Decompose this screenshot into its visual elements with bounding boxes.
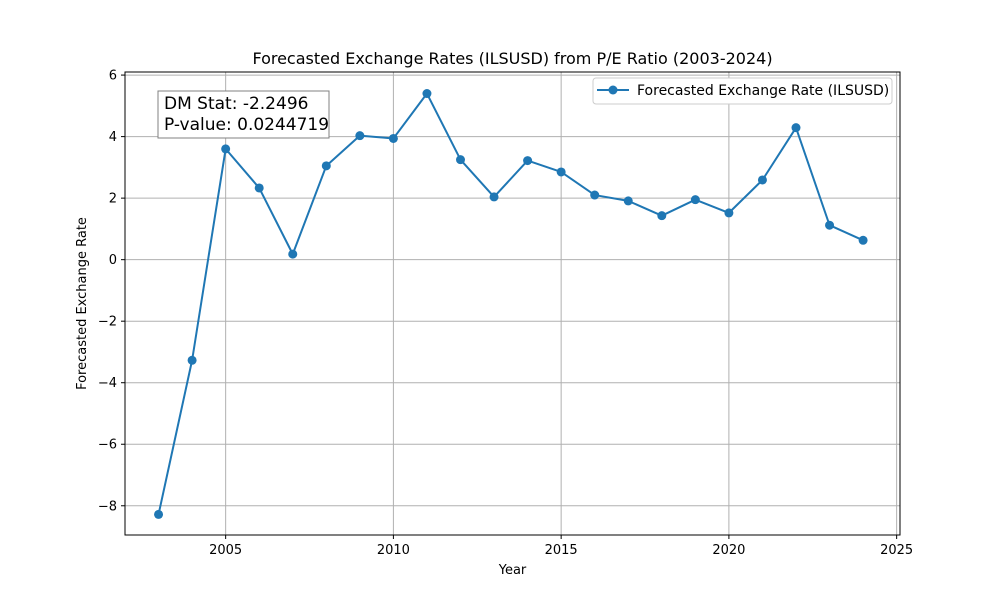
dm-stat-text: DM Stat: -2.2496 <box>164 94 308 114</box>
y-axis: −8 −6 −4 −2 0 2 4 6 <box>98 69 125 514</box>
y-tick-label: −4 <box>98 376 117 391</box>
annotation-box <box>157 90 330 139</box>
data-point <box>523 156 533 166</box>
data-point <box>724 208 734 218</box>
data-point <box>187 355 197 365</box>
series-line <box>157 92 864 515</box>
data-point <box>456 155 465 165</box>
data-point <box>422 89 432 99</box>
data-point <box>489 192 499 202</box>
x-tick-label: 2020 <box>712 543 745 558</box>
data-point <box>288 249 298 259</box>
x-axis: 2005 2010 2015 2020 2025 <box>209 535 913 558</box>
data-point <box>657 211 667 221</box>
chart-title: Forecasted Exchange Rates (ILSUSD) from … <box>252 49 772 68</box>
y-tick-label: 0 <box>109 253 117 268</box>
plot-area <box>124 71 901 536</box>
series-group <box>154 89 868 519</box>
data-point <box>388 133 398 143</box>
y-tick-label: −2 <box>98 315 117 330</box>
data-point <box>355 131 365 141</box>
x-tick-label: 2025 <box>880 543 913 558</box>
x-axis-label: Year <box>498 563 527 578</box>
stats-annotation: DM Stat: -2.2496 P-value: 0.0244719 <box>157 90 330 139</box>
y-tick-label: 4 <box>109 130 117 145</box>
p-value-text: P-value: 0.0244719 <box>164 115 329 135</box>
data-point <box>623 196 633 206</box>
data-point <box>690 195 700 205</box>
data-point <box>221 144 231 154</box>
legend-label: Forecasted Exchange Rate (ILSUSD) <box>637 83 889 99</box>
x-tick-label: 2005 <box>209 543 242 558</box>
data-point <box>321 161 331 171</box>
legend: Forecasted Exchange Rate (ILSUSD) <box>592 77 893 105</box>
data-point <box>791 123 801 133</box>
legend-box <box>592 77 893 105</box>
data-point <box>154 509 164 519</box>
y-tick-label: 2 <box>109 192 117 207</box>
y-tick-label: −6 <box>98 438 117 453</box>
x-tick-label: 2010 <box>377 543 410 558</box>
data-point <box>590 190 600 200</box>
y-axis-label: Forecasted Exchange Rate <box>75 217 90 390</box>
legend-marker-swatch <box>608 85 618 95</box>
data-point <box>254 183 264 193</box>
grid <box>125 72 900 535</box>
x-tick-label: 2015 <box>545 543 578 558</box>
data-point <box>825 220 835 230</box>
y-tick-label: 6 <box>109 69 117 84</box>
y-tick-label: −8 <box>98 499 117 514</box>
data-point <box>556 167 566 177</box>
data-point <box>757 175 767 185</box>
data-point <box>858 235 868 245</box>
